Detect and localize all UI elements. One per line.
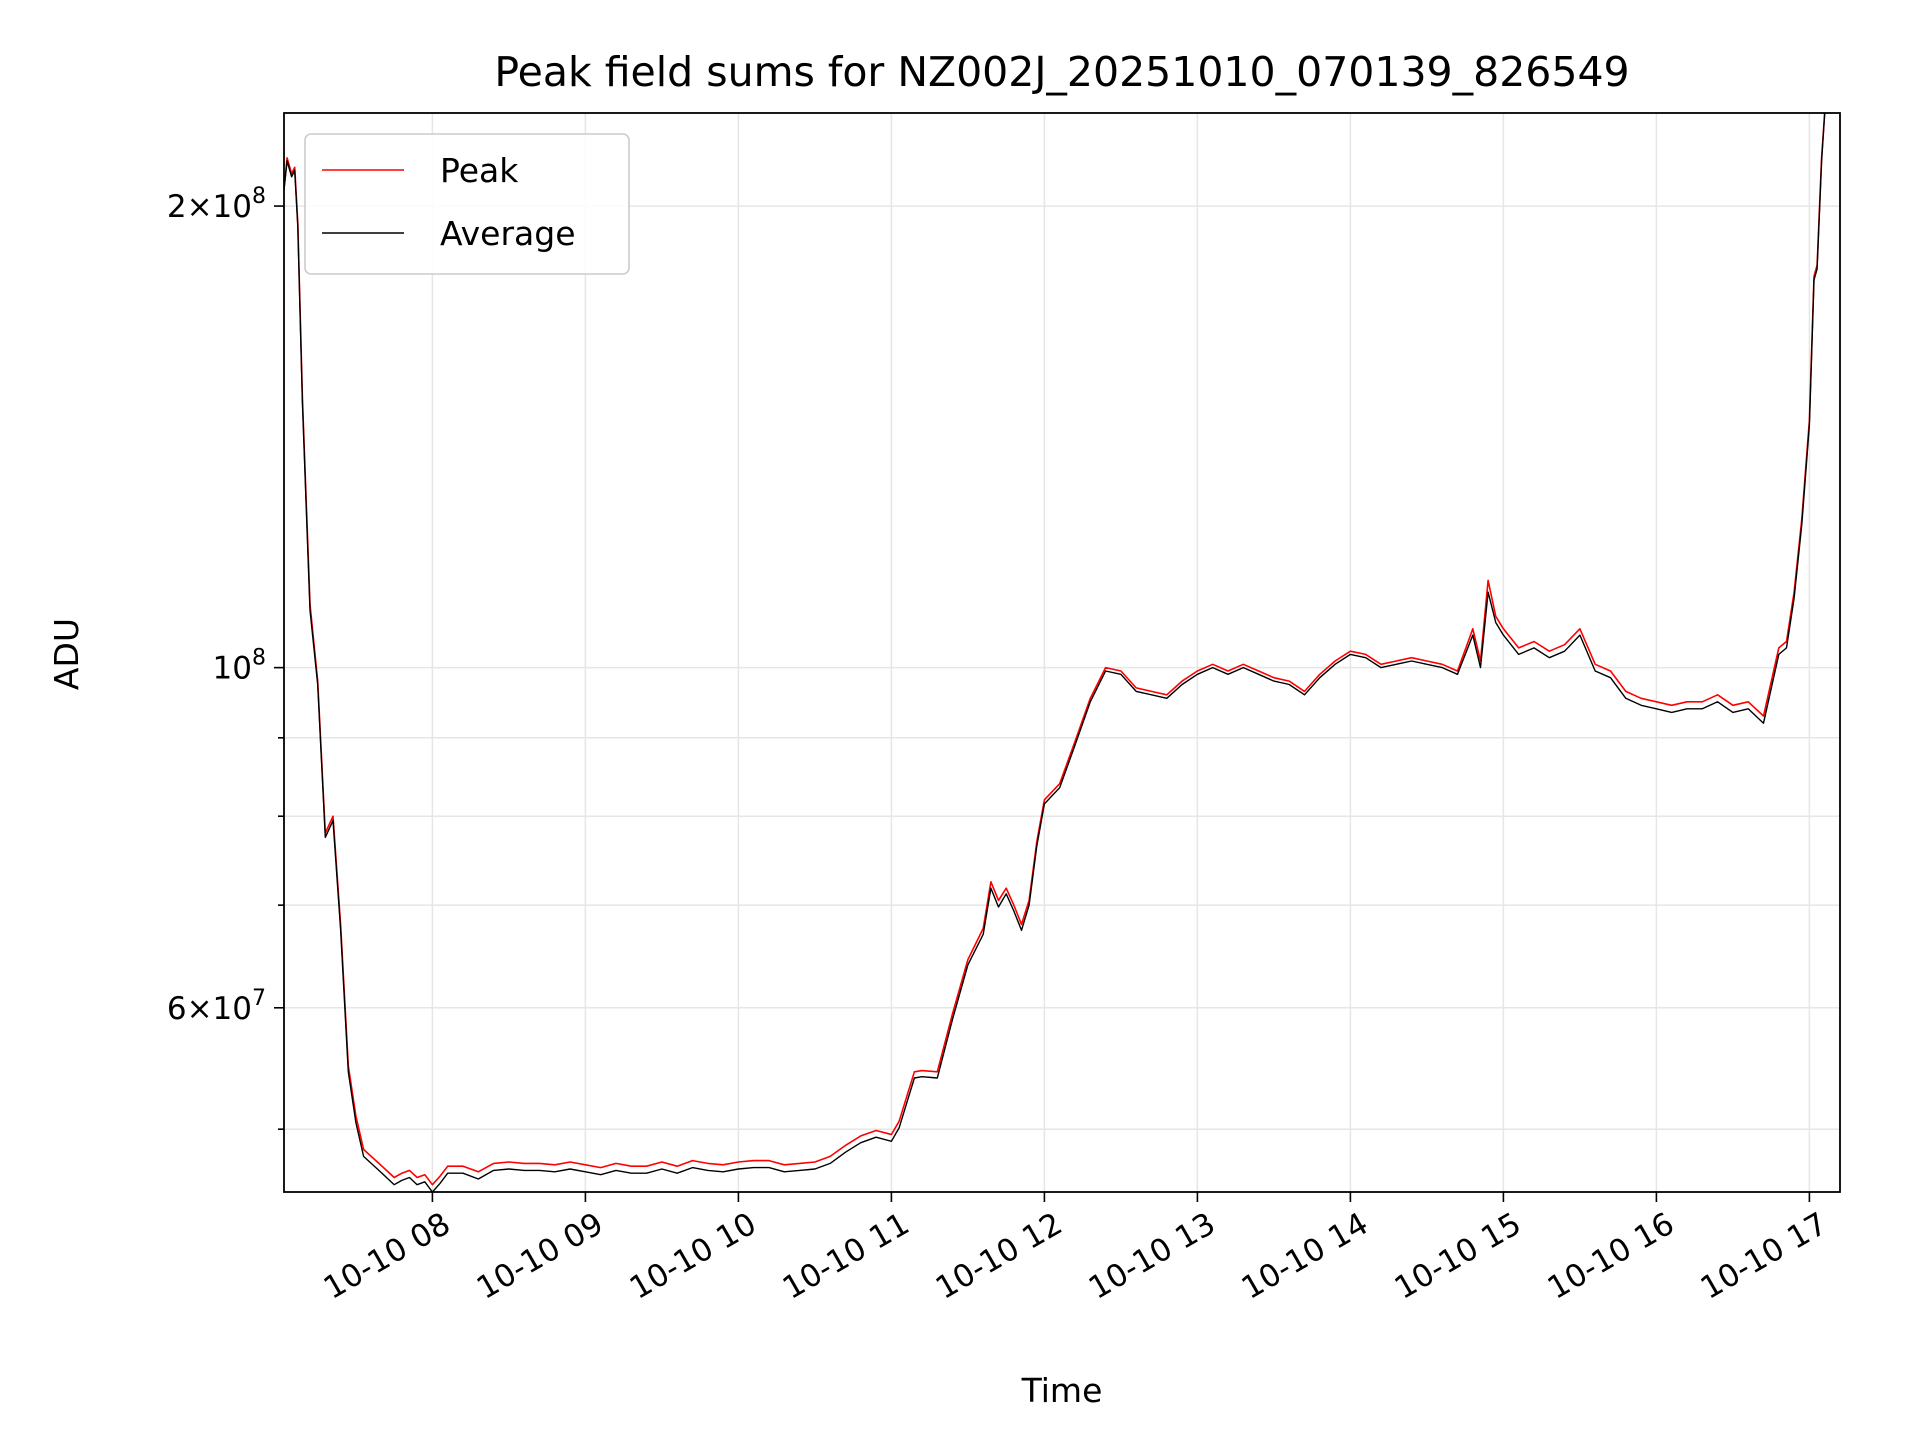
legend-box [304,133,630,275]
y-tick-label: 2×108 [167,184,266,225]
plot-frame [283,112,1841,1193]
legend-label-average: Average [440,214,576,253]
y-tick-label: 108 [213,646,266,687]
legend-label-peak: Peak [440,151,519,190]
grid [284,113,1840,1192]
y-tick-label: 6×107 [167,986,266,1027]
chart-title: Peak field sums for NZ002J_20251010_0701… [494,48,1629,96]
legend: Peak Average [304,133,630,275]
series-line-average [284,113,1826,1192]
x-axis-label: Time [1021,1371,1103,1410]
series-line-peak [284,113,1826,1186]
series-layer [284,113,1826,1192]
y-axis-label: ADU [47,618,86,690]
